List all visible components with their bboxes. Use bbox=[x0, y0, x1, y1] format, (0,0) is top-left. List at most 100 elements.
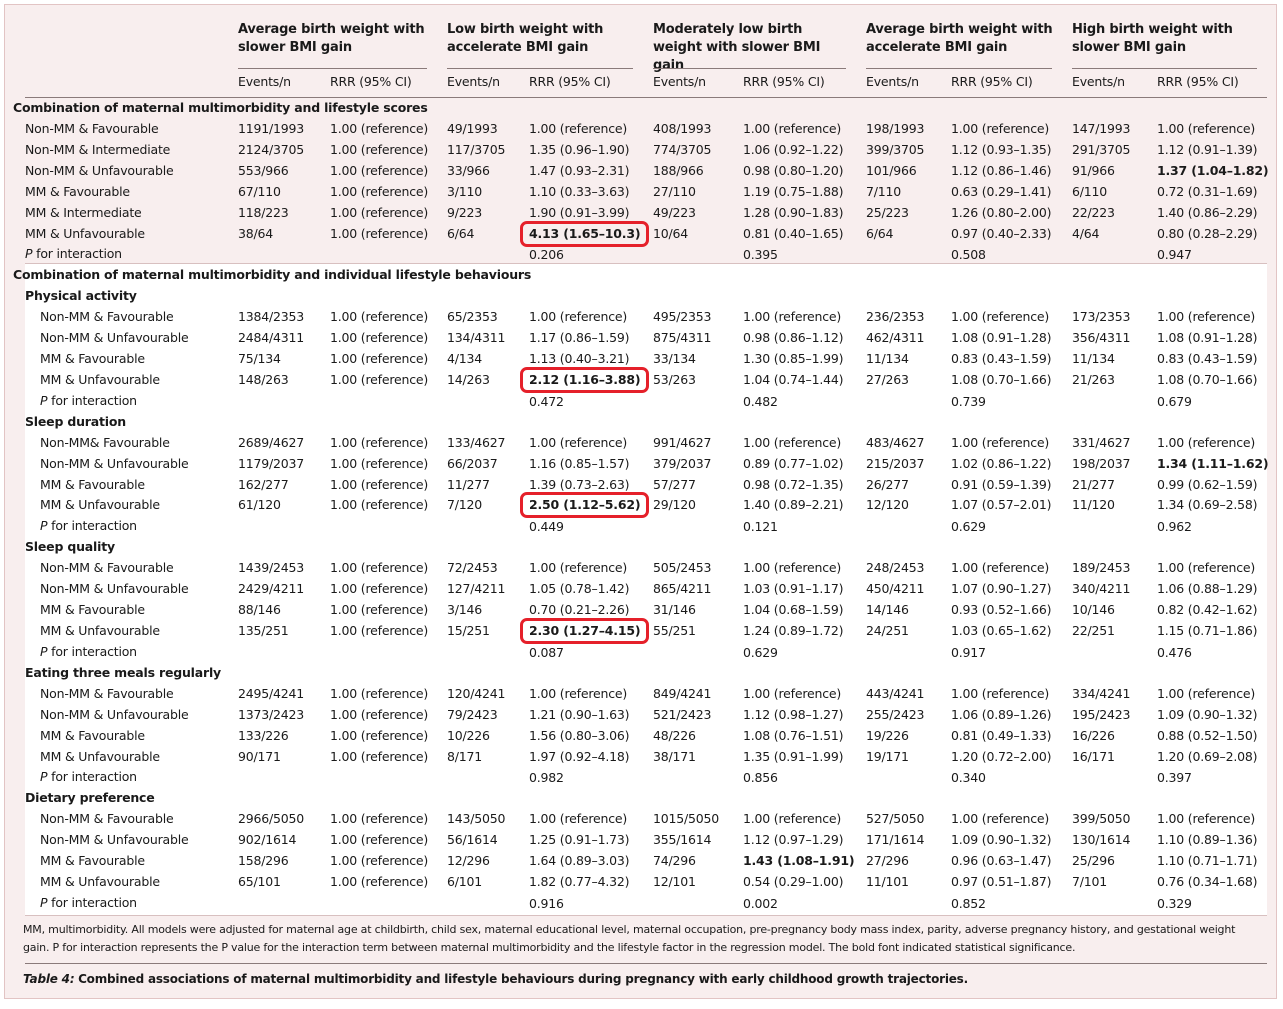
p-value: 0.340 bbox=[951, 770, 986, 786]
row-label: Non-MM & Favourable bbox=[40, 685, 174, 701]
cell: 27/110 bbox=[653, 183, 696, 199]
cell: 27/263 bbox=[866, 371, 909, 387]
column-group-header: Average birth weight with slower BMI gai… bbox=[238, 22, 425, 55]
cell: 1.00 (reference) bbox=[330, 330, 429, 346]
cell: 7/120 bbox=[447, 497, 483, 513]
cell: 1.00 (reference) bbox=[330, 162, 429, 178]
column-group-header: Average birth weight with accelerate BMI… bbox=[866, 22, 1053, 55]
row-label: MM & Unfavourable bbox=[40, 497, 160, 513]
cell: 399/5050 bbox=[1072, 811, 1131, 827]
cell: 1.00 (reference) bbox=[330, 811, 429, 827]
cell: 1.37 (1.04–1.82) bbox=[1157, 162, 1269, 178]
cell: 991/4627 bbox=[653, 434, 712, 450]
rule bbox=[25, 963, 1267, 964]
cell: 248/2453 bbox=[866, 560, 925, 576]
cell: 1.09 (0.90–1.32) bbox=[951, 832, 1052, 848]
cell: 1.00 (reference) bbox=[951, 120, 1050, 136]
cell: 6/101 bbox=[447, 874, 483, 890]
cell: 1.00 (reference) bbox=[529, 811, 628, 827]
cell: 1.00 (reference) bbox=[951, 685, 1050, 701]
cell: 1.00 (reference) bbox=[743, 811, 842, 827]
p-value: 0.449 bbox=[529, 519, 564, 535]
cell: 1.00 (reference) bbox=[330, 225, 429, 241]
cell: 0.98 (0.72–1.35) bbox=[743, 476, 844, 492]
column-subheader: RRR (95% CI) bbox=[330, 74, 412, 89]
cell: 1.20 (0.69–2.08) bbox=[1157, 748, 1258, 764]
row-label: Non-MM & Unfavourable bbox=[40, 581, 189, 597]
cell: 0.89 (0.77–1.02) bbox=[743, 455, 844, 471]
cell: 11/277 bbox=[447, 476, 490, 492]
cell: 1.00 (reference) bbox=[330, 853, 429, 869]
cell: 4/64 bbox=[1072, 225, 1100, 241]
cell: 55/251 bbox=[653, 623, 696, 638]
cell: 38/171 bbox=[653, 748, 696, 764]
section-title: Combination of maternal multimorbidity a… bbox=[13, 267, 532, 283]
cell: 0.72 (0.31–1.69) bbox=[1157, 183, 1258, 199]
cell: 127/4211 bbox=[447, 581, 506, 597]
cell: 198/2037 bbox=[1072, 455, 1131, 471]
cell: 27/296 bbox=[866, 853, 909, 869]
cell: 0.96 (0.63–1.47) bbox=[951, 853, 1052, 869]
cell: 49/1993 bbox=[447, 120, 498, 136]
rule bbox=[447, 68, 633, 69]
cell: 2484/4311 bbox=[238, 330, 305, 346]
cell: 1439/2453 bbox=[238, 560, 305, 576]
row-label: MM & Favourable bbox=[40, 351, 145, 367]
row-label: Non-MM& Favourable bbox=[40, 434, 170, 450]
column-subheader: RRR (95% CI) bbox=[743, 74, 825, 89]
cell: 16/226 bbox=[1072, 727, 1115, 743]
cell: 29/120 bbox=[653, 497, 696, 513]
cell: 355/1614 bbox=[653, 832, 712, 848]
cell: 72/2453 bbox=[447, 560, 498, 576]
cell: 1.00 (reference) bbox=[330, 748, 429, 764]
cell: 79/2423 bbox=[447, 706, 498, 722]
cell: 6/110 bbox=[1072, 183, 1108, 199]
column-subheader: Events/n bbox=[653, 74, 706, 89]
cell: 4/134 bbox=[447, 351, 483, 367]
cell: 1.90 (0.91–3.99) bbox=[529, 204, 630, 220]
cell: 1.06 (0.88–1.29) bbox=[1157, 581, 1258, 597]
section-background bbox=[25, 263, 1267, 915]
cell: 1.28 (0.90–1.83) bbox=[743, 204, 844, 220]
cell: 1.47 (0.93–2.31) bbox=[529, 162, 630, 178]
cell: 6/64 bbox=[447, 225, 475, 241]
column-subheader: RRR (95% CI) bbox=[951, 74, 1033, 89]
cell: 1.12 (0.93–1.35) bbox=[951, 141, 1052, 157]
cell: 1.39 (0.73–2.63) bbox=[529, 476, 630, 492]
p-value: 0.482 bbox=[743, 393, 778, 409]
cell: 1.17 (0.86–1.59) bbox=[529, 330, 630, 346]
cell: 2966/5050 bbox=[238, 811, 305, 827]
cell: 171/1614 bbox=[866, 832, 925, 848]
cell: 26/277 bbox=[866, 476, 909, 492]
cell: 1.00 (reference) bbox=[1157, 309, 1256, 325]
cell: 10/226 bbox=[447, 727, 490, 743]
cell: 1.08 (0.70–1.66) bbox=[951, 371, 1052, 387]
cell: 90/171 bbox=[238, 748, 281, 764]
row-label: Non-MM & Intermediate bbox=[25, 141, 171, 157]
rule bbox=[238, 68, 427, 69]
cell: 1.97 (0.92–4.18) bbox=[529, 748, 630, 764]
cell: 0.98 (0.86–1.12) bbox=[743, 330, 844, 346]
cell: 16/171 bbox=[1072, 748, 1115, 764]
cell: 291/3705 bbox=[1072, 141, 1131, 157]
cell: 774/3705 bbox=[653, 141, 712, 157]
cell: 399/3705 bbox=[866, 141, 925, 157]
cell: 117/3705 bbox=[447, 141, 506, 157]
cell: 0.54 (0.29–1.00) bbox=[743, 874, 844, 890]
cell: 1.00 (reference) bbox=[743, 309, 842, 325]
cell: 48/226 bbox=[653, 727, 696, 743]
cell: 1.00 (reference) bbox=[951, 309, 1050, 325]
cell: 1.00 (reference) bbox=[951, 560, 1050, 576]
cell: 2429/4211 bbox=[238, 581, 305, 597]
cell: 1.25 (0.91–1.73) bbox=[529, 832, 630, 848]
cell: 91/966 bbox=[1072, 162, 1115, 178]
cell: 1.08 (0.70–1.66) bbox=[1157, 371, 1258, 387]
cell: 356/4311 bbox=[1072, 330, 1131, 346]
column-subheader: Events/n bbox=[447, 74, 500, 89]
p-value: 0.002 bbox=[743, 895, 778, 911]
cell: 1.12 (0.91–1.39) bbox=[1157, 141, 1258, 157]
cell: 15/251 bbox=[447, 623, 490, 638]
cell: 1.00 (reference) bbox=[330, 183, 429, 199]
cell: 12/120 bbox=[866, 497, 909, 513]
subsection-title: Sleep quality bbox=[25, 539, 115, 555]
